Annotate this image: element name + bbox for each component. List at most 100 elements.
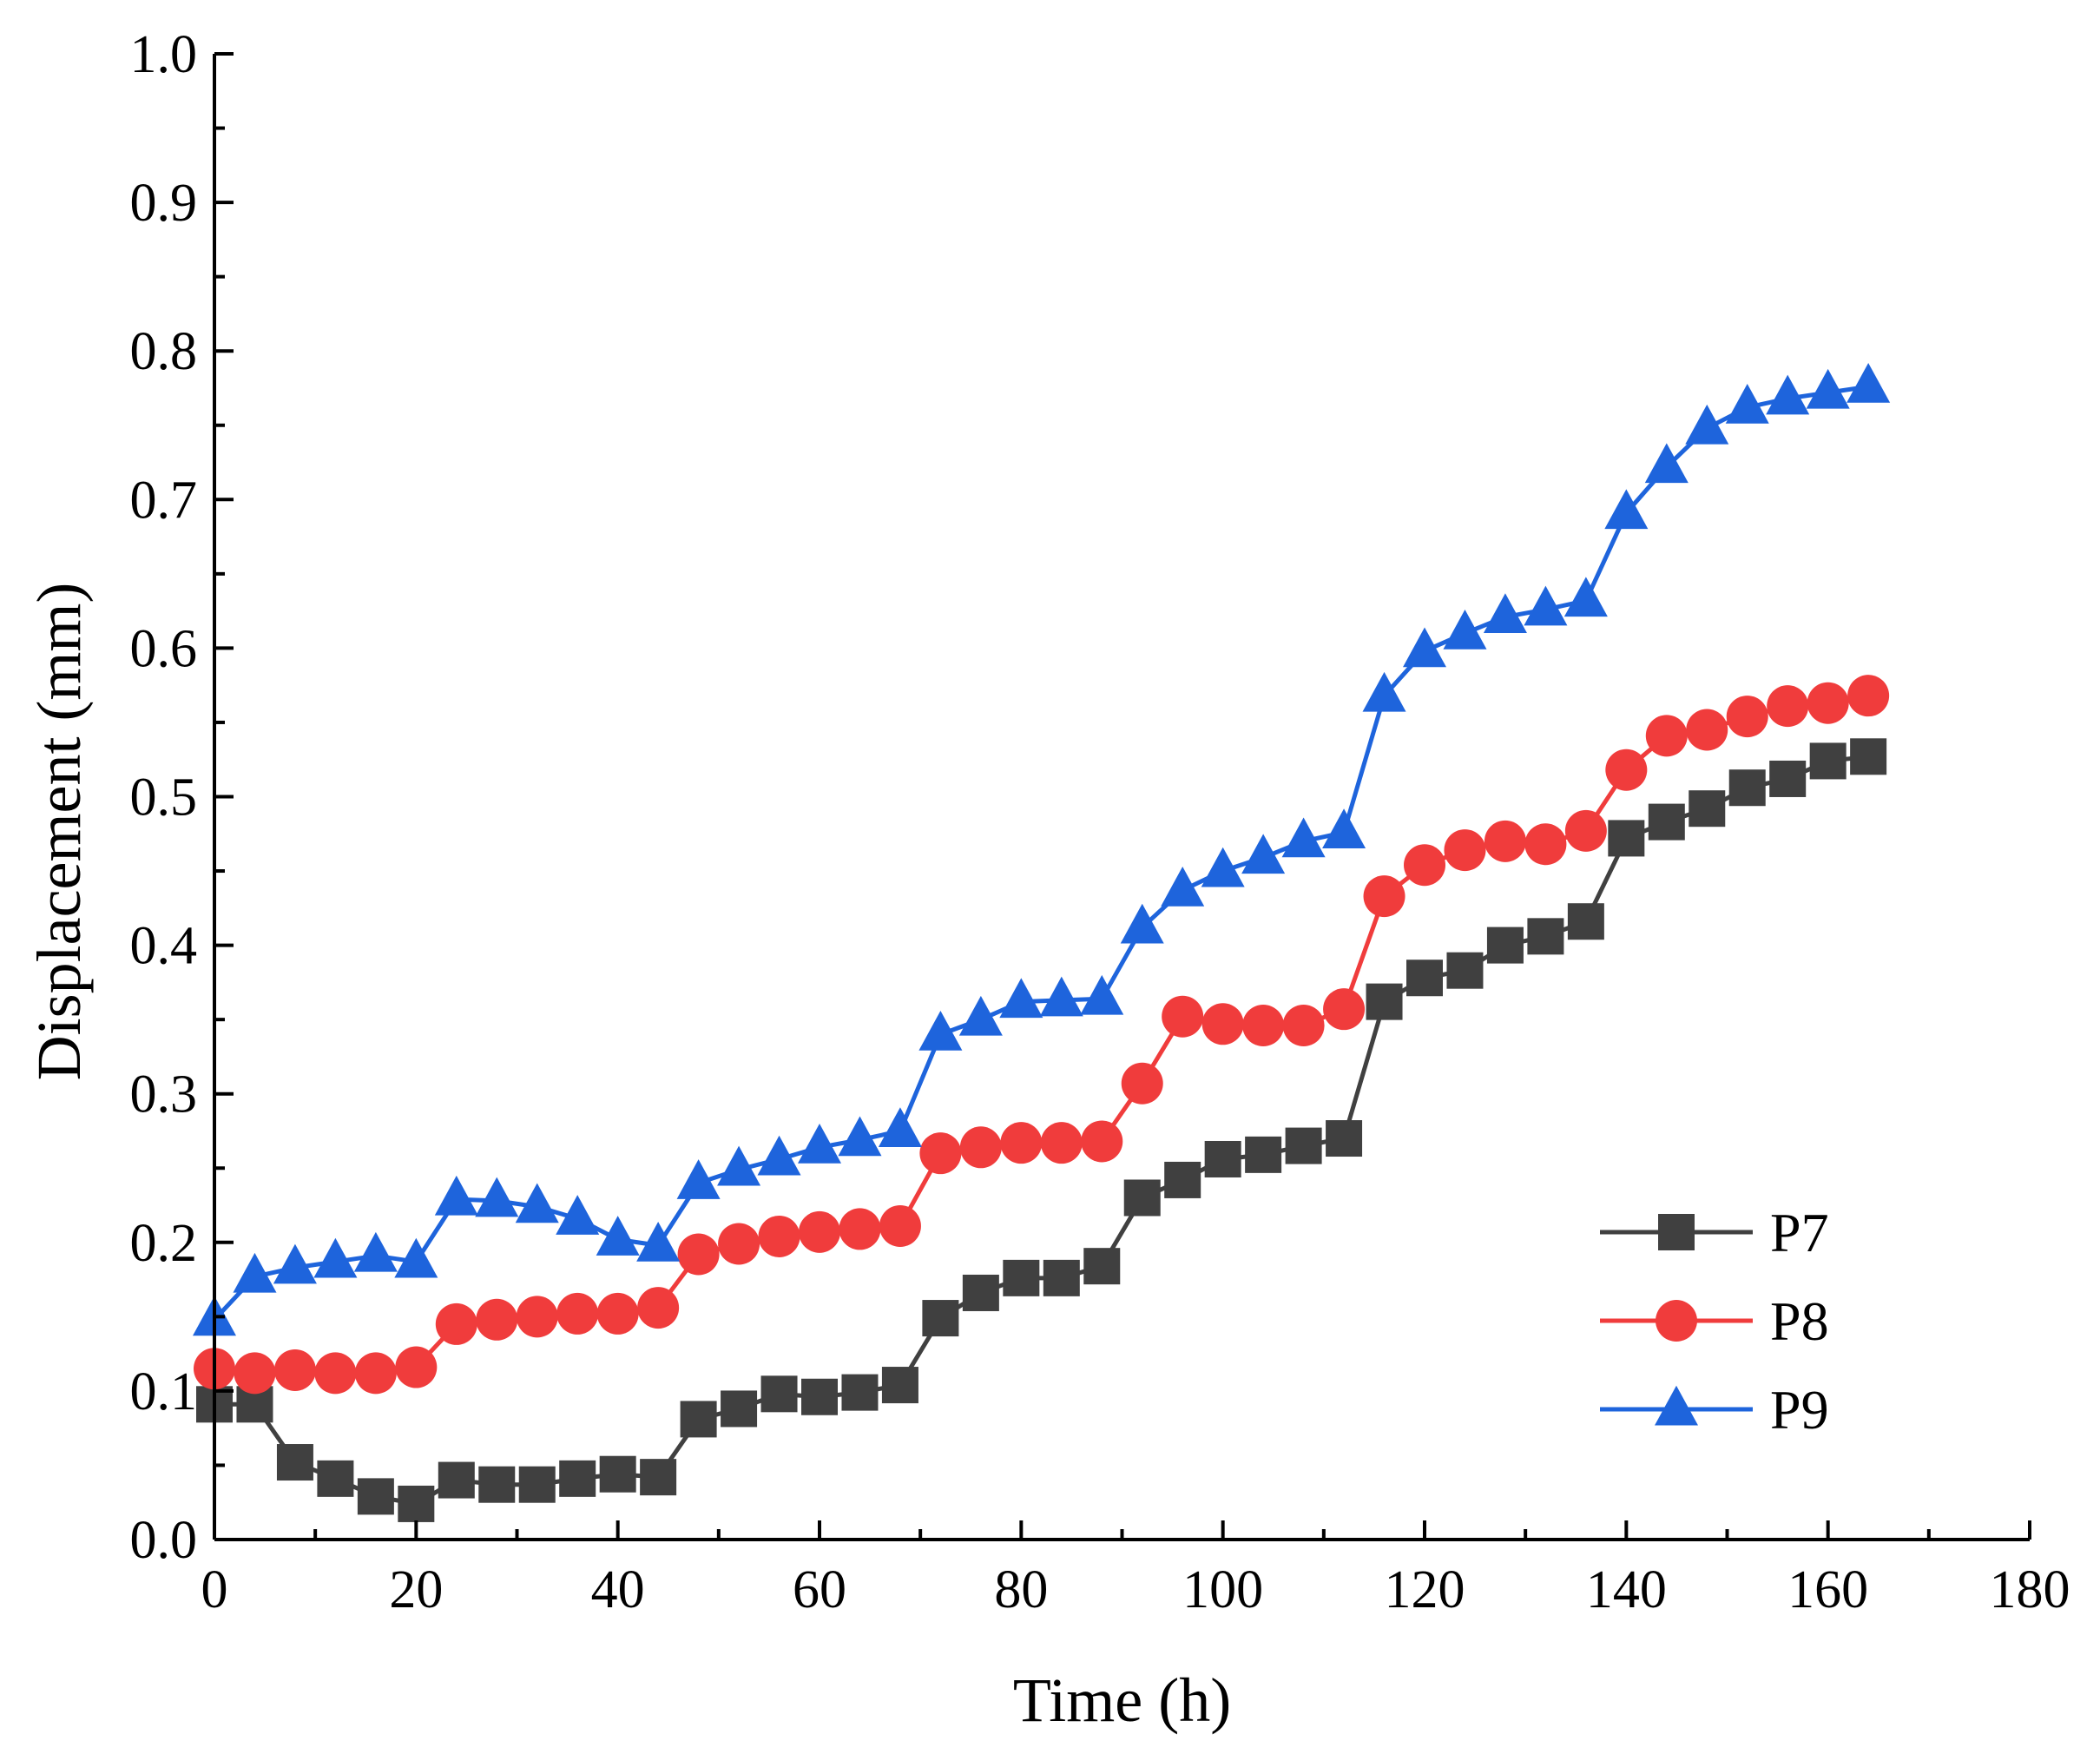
data-point-p9 [999,978,1043,1019]
data-point-p8 [1201,1003,1244,1045]
data-point-p7 [1689,790,1726,828]
data-point-p9 [958,995,1003,1036]
y-tick-label: 1.0 [130,25,198,84]
data-point-p9 [1120,903,1164,944]
data-point-p9 [1563,577,1608,617]
legend-label: P9 [1770,1379,1829,1441]
data-point-p9 [1685,404,1729,445]
data-point-p7 [1326,1120,1363,1157]
data-point-p8 [395,1346,438,1388]
data-point-p7 [1245,1136,1282,1173]
data-point-p9 [313,1237,358,1278]
legend: P7 P8 P9 [1600,1202,1829,1441]
data-point-p9 [1725,383,1769,424]
y-tick-label: 0.5 [130,768,198,828]
data-point-p8 [435,1302,477,1345]
legend-marker [1655,1385,1698,1426]
data-point-p7 [1164,1161,1201,1198]
data-point-p7 [559,1460,596,1497]
y-tick-label: 0.9 [130,174,198,233]
data-point-p8 [1807,682,1849,724]
data-point-p8 [516,1296,558,1338]
data-point-p8 [1444,829,1486,872]
data-point-p8 [839,1208,881,1250]
data-point-p9 [596,1216,640,1256]
data-point-p8 [1242,1004,1285,1046]
data-point-p9 [1443,610,1487,650]
data-point-p8 [959,1126,1002,1169]
data-point-p8 [1363,875,1405,918]
data-point-p7 [1366,983,1403,1020]
data-point-p7 [1486,927,1524,964]
data-point-p7 [841,1374,879,1411]
data-point-p7 [357,1478,394,1515]
data-point-p8 [1121,1062,1163,1105]
data-point-p8 [1564,809,1607,852]
data-point-p9 [233,1252,277,1293]
data-point-p9 [394,1237,438,1278]
data-point-p7 [640,1459,677,1496]
data-point-p9 [1644,443,1689,484]
data-point-p7 [1850,738,1887,775]
plot-area [193,362,1891,1522]
data-point-p9 [1483,593,1527,633]
data-point-p8 [1645,715,1688,757]
series-p7 [196,738,1887,1522]
data-point-p7 [438,1461,475,1499]
x-tick-label: 140 [1586,1560,1667,1619]
legend-marker [1656,1300,1697,1342]
data-point-p8 [354,1352,397,1395]
data-point-p7 [1123,1179,1161,1217]
y-tick-label: 0.6 [130,619,198,678]
data-point-p8 [1323,988,1366,1031]
x-tick-label: 120 [1385,1560,1465,1619]
data-point-p7 [1527,918,1564,955]
data-point-p7 [1083,1248,1121,1285]
data-point-p7 [317,1460,354,1497]
data-point-p7 [1608,820,1645,857]
y-tick-label: 0.7 [130,471,198,530]
data-point-p8 [556,1292,599,1335]
data-point-p7 [922,1300,959,1337]
legend-item-p7: P7 [1600,1202,1829,1263]
data-point-p8 [758,1215,800,1257]
data-point-p8 [1686,709,1728,751]
data-point-p7 [1446,952,1484,989]
data-point-p7 [398,1485,435,1522]
x-tick-label: 80 [994,1560,1048,1619]
x-tick-label: 180 [1990,1560,2070,1619]
legend-label: P7 [1770,1202,1829,1263]
x-axis-title: Time (h) [1013,1665,1231,1735]
data-point-p8 [1081,1120,1123,1163]
data-point-p8 [1726,696,1768,738]
data-point-p7 [1809,742,1847,780]
data-point-p7 [962,1274,999,1311]
data-point-p7 [599,1455,636,1493]
data-point-p8 [314,1352,357,1395]
data-point-p9 [1080,974,1124,1015]
x-tick-label: 160 [1787,1560,1868,1619]
y-axis-title: Displacement (mm) [24,583,94,1081]
legend-item-p9: P9 [1600,1379,1829,1441]
y-tick-label: 0.2 [130,1214,198,1273]
data-point-p7 [881,1367,918,1404]
data-point-p8 [919,1132,962,1175]
y-tick-label: 0.4 [130,917,198,976]
data-point-p7 [1728,769,1766,807]
data-point-p9 [717,1145,761,1186]
data-point-p7 [1285,1127,1322,1164]
series-line-p8 [214,693,1869,1375]
data-point-p9 [636,1221,681,1262]
x-tick-label: 20 [389,1560,443,1619]
data-point-p9 [556,1195,600,1235]
data-point-p9 [1161,867,1205,907]
data-point-p8 [1767,685,1809,728]
data-point-p8 [1605,748,1648,791]
data-point-p7 [801,1378,838,1415]
data-point-p8 [1524,823,1567,866]
legend-marker [1658,1214,1695,1250]
data-point-p8 [1404,844,1445,887]
data-point-p9 [1281,817,1326,858]
data-point-p9 [1847,362,1891,403]
